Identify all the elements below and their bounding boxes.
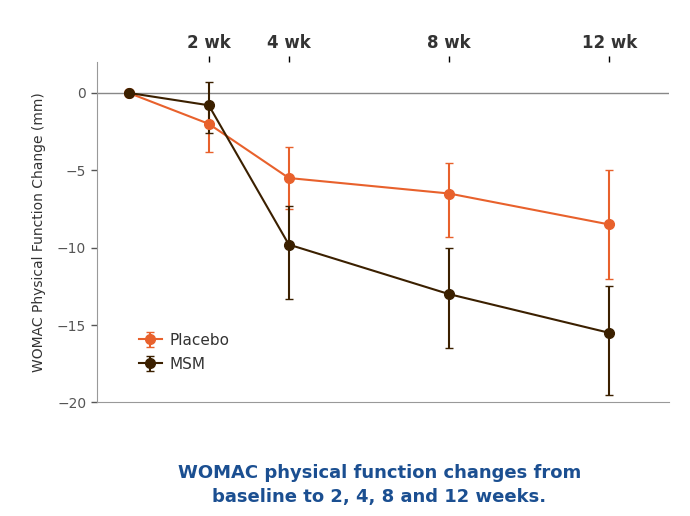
Text: WOMAC physical function changes from
baseline to 2, 4, 8 and 12 weeks.: WOMAC physical function changes from bas… xyxy=(178,464,581,506)
Y-axis label: WOMAC Physical Function Change (mm): WOMAC Physical Function Change (mm) xyxy=(32,92,46,372)
Legend: Placebo, MSM: Placebo, MSM xyxy=(133,327,236,378)
